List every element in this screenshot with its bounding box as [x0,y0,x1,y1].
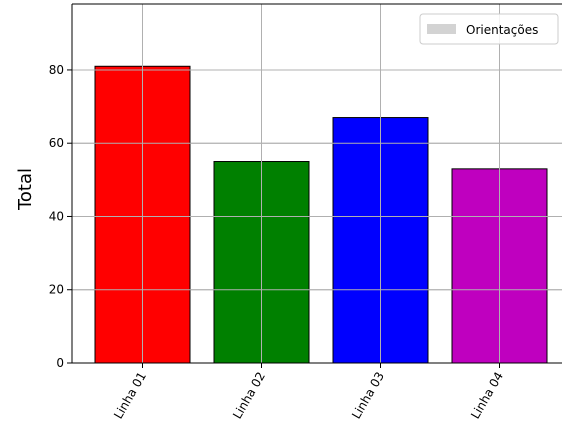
x-tick-label: Linha 01 [111,370,149,422]
x-tick-label: Linha 02 [230,370,268,422]
y-tick-label: 60 [49,136,64,150]
y-tick-labels: 0 20 40 60 80 [49,63,72,370]
axes [71,3,562,364]
y-tick-label: 40 [49,209,64,223]
bars [72,4,562,364]
legend-frame [419,13,559,45]
y-axis-label: Total [15,168,36,211]
y-tick-label: 20 [49,283,64,297]
legend: Orientações [419,13,559,45]
x-tick-label: Linha 03 [349,370,387,422]
y-tick-label: 0 [56,356,64,370]
x-tick-label: Linha 04 [468,370,506,422]
legend-swatch [427,24,456,34]
x-tick-labels: Linha 01 Linha 02 Linha 03 Linha 04 [111,363,506,421]
legend-label: Orientações [466,23,538,37]
y-tick-label: 80 [49,63,64,77]
